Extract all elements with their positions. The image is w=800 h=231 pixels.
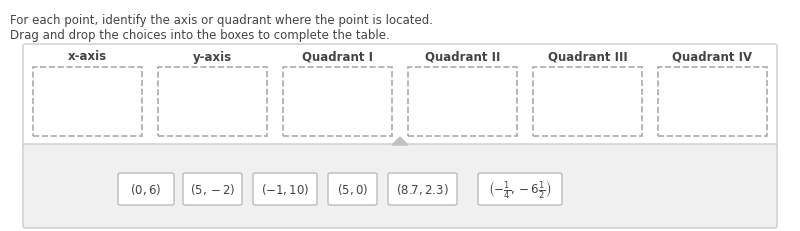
Text: $(-1, 10)$: $(-1, 10)$: [261, 182, 310, 197]
Text: y-axis: y-axis: [193, 50, 232, 63]
Text: $(8.7, 2.3)$: $(8.7, 2.3)$: [396, 182, 449, 197]
Text: $(5, -2)$: $(5, -2)$: [190, 182, 235, 197]
Text: Quadrant II: Quadrant II: [425, 50, 500, 63]
Text: $(0, 6)$: $(0, 6)$: [130, 182, 162, 197]
FancyBboxPatch shape: [23, 144, 777, 228]
Text: Quadrant I: Quadrant I: [302, 50, 373, 63]
FancyBboxPatch shape: [23, 45, 777, 148]
Polygon shape: [392, 137, 408, 145]
FancyBboxPatch shape: [408, 68, 517, 137]
Text: For each point, identify the axis or quadrant where the point is located.: For each point, identify the axis or qua…: [10, 14, 433, 27]
FancyBboxPatch shape: [328, 173, 377, 205]
FancyBboxPatch shape: [33, 68, 142, 137]
FancyBboxPatch shape: [478, 173, 562, 205]
Text: Quadrant III: Quadrant III: [548, 50, 627, 63]
FancyBboxPatch shape: [388, 173, 457, 205]
FancyBboxPatch shape: [183, 173, 242, 205]
FancyBboxPatch shape: [283, 68, 392, 137]
Text: Quadrant IV: Quadrant IV: [673, 50, 753, 63]
Text: Drag and drop the choices into the boxes to complete the table.: Drag and drop the choices into the boxes…: [10, 29, 390, 42]
FancyBboxPatch shape: [253, 173, 317, 205]
FancyBboxPatch shape: [533, 68, 642, 137]
Text: $(5, 0)$: $(5, 0)$: [337, 182, 368, 197]
FancyBboxPatch shape: [158, 68, 267, 137]
FancyBboxPatch shape: [118, 173, 174, 205]
FancyBboxPatch shape: [658, 68, 767, 137]
Text: x-axis: x-axis: [68, 50, 107, 63]
Text: $\left(-\frac{1}{4}, -6\frac{1}{2}\right)$: $\left(-\frac{1}{4}, -6\frac{1}{2}\right…: [488, 179, 552, 200]
